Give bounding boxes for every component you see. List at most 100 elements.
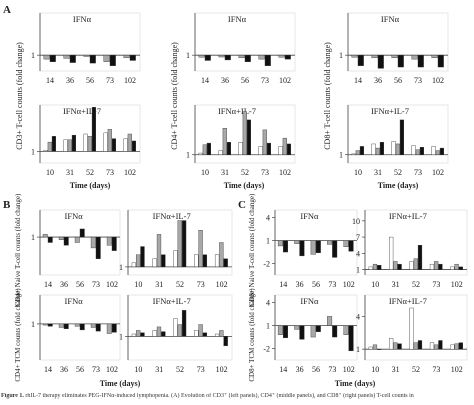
- x-tick-label: 14: [44, 365, 52, 374]
- x-tick-label: 102: [216, 280, 228, 289]
- bar-a-cd8-il7-31-s0: [371, 143, 376, 155]
- bar-c-tcm-ifn-73-s1: [332, 325, 338, 338]
- b-xlabel: Time (days): [100, 379, 141, 388]
- bar-c-tcm-ifn-56-s1: [315, 325, 321, 332]
- a-cd3-ylabel: CD3+ T-cell counts (fold change): [15, 42, 24, 150]
- bar-b-tcm-ifn-56-s0: [74, 323, 80, 327]
- bar-a-cd3-ifn-14-s1: [49, 54, 56, 62]
- x-tick-label: 10: [371, 365, 379, 374]
- bar-c-tcm-il7-31-s2: [397, 343, 402, 350]
- y-tick-label: 10: [352, 217, 360, 226]
- bar-a-cd8-il7-52-s1: [395, 143, 400, 155]
- bar-a-cd3-ifn-14-s0: [43, 54, 50, 60]
- x-tick-label: 56: [86, 76, 94, 85]
- bar-c-tcm-ifn-14-s0: [277, 325, 283, 335]
- bar-a-cd4-il7-102-s2: [286, 143, 291, 155]
- bar-c-naive-il7-10-s0: [368, 266, 373, 270]
- bar-a-cd3-il7-52-s0: [83, 133, 88, 152]
- bar-b-tcm-ifn-73-s0: [90, 323, 96, 328]
- bar-c-tcm-il7-31-s1: [393, 342, 398, 350]
- x-tick-label: 73: [261, 76, 269, 85]
- bar-b-naive-ifn-36-s0: [58, 236, 64, 240]
- bar-b-naive-ifn-36-s1: [63, 236, 69, 246]
- bar-b-tcm-ifn-14-s1: [47, 323, 53, 327]
- bar-b-naive-il7-31-s1: [156, 234, 162, 268]
- y-tick-label: -2: [263, 260, 270, 269]
- y-tick-label: 4: [266, 214, 270, 223]
- bar-a-cd3-il7-102-s0: [123, 138, 128, 152]
- bar-a-cd4-ifn-36-s1: [224, 54, 231, 61]
- bar-c-naive-ifn-56-s1: [315, 240, 321, 254]
- bar-c-naive-il7-73-s2: [438, 263, 443, 270]
- bar-b-tcm-ifn-36-s0: [58, 323, 64, 328]
- bar-b-naive-il7-102-s0: [214, 254, 220, 268]
- x-tick-label: 14: [201, 76, 209, 85]
- bar-a-cd8-il7-10-s1: [355, 150, 360, 155]
- a-cd4-ylabel: CD4+ T-cell counts (fold change): [170, 42, 179, 150]
- bar-b-tcm-il7-31-s0: [152, 330, 157, 337]
- bar-c-tcm-ifn-36-s0: [294, 325, 300, 330]
- chart-b-naive-ifn: 1 IFNα 14 36 56 73 102: [31, 209, 121, 289]
- bar-a-cd4-ifn-102-s1: [284, 54, 291, 60]
- bar-b-naive-il7-73-s1: [198, 230, 203, 268]
- a-cd8-xlabel: Time (days): [378, 181, 419, 190]
- x-tick-label: 36: [60, 365, 68, 374]
- bar-c-naive-ifn-36-s1: [299, 240, 305, 257]
- panel-title: IFNα+IL-7: [153, 211, 191, 221]
- bar-a-cd3-il7-31-s1: [67, 139, 72, 152]
- bar-c-tcm-il7-10-s1: [372, 344, 378, 350]
- bar-a-cd4-ifn-14-s1: [204, 54, 211, 61]
- a-cd3-xlabel: Time (days): [70, 181, 111, 190]
- c-xlabel: Time (days): [335, 379, 376, 388]
- y-tick-label: 1: [339, 51, 343, 60]
- bar-a-cd3-il7-52-s1: [87, 136, 92, 152]
- bar-b-naive-il7-31-s2: [161, 254, 166, 268]
- bar-b-tcm-ifn-56-s1: [79, 323, 85, 331]
- panel-title: IFNα: [65, 296, 84, 306]
- bar-a-cd3-il7-102-s1: [127, 133, 132, 152]
- bar-c-naive-ifn-56-s0: [310, 240, 316, 255]
- bar-b-naive-il7-10-s2: [140, 246, 145, 268]
- bar-b-tcm-il7-52-s1: [177, 324, 182, 337]
- bar-b-naive-il7-52-s0: [173, 250, 178, 268]
- x-tick-label: 102: [216, 365, 228, 374]
- bar-c-tcm-il7-52-s1: [413, 342, 418, 350]
- x-tick-label: 102: [124, 76, 136, 85]
- bar-b-naive-il7-73-s0: [194, 254, 199, 268]
- b-naive-ylabel: CD4+ Naive T-cell counts (fold change): [14, 193, 22, 306]
- bar-c-naive-ifn-102-s1: [348, 240, 354, 252]
- c-naive-ylabel-text: CD8+ Naive T-cell counts (fold change): [248, 193, 256, 306]
- bar-b-tcm-ifn-102-s1: [111, 323, 117, 333]
- x-tick-label: 52: [412, 365, 420, 374]
- bar-b-naive-il7-52-s1: [177, 220, 182, 268]
- bar-a-cd8-il7-73-s1: [415, 149, 420, 155]
- a-cd4-xlabel: Time (days): [224, 181, 265, 190]
- bar-b-naive-il7-10-s1: [136, 254, 141, 268]
- bar-a-cd3-ifn-36-s0: [63, 54, 70, 59]
- x-tick-label: 102: [279, 76, 291, 85]
- bar-a-cd4-il7-52-s0: [238, 142, 243, 155]
- y-tick-label: 1: [356, 345, 360, 354]
- bar-c-naive-il7-102-s0: [450, 266, 455, 270]
- bar-a-cd8-ifn-56-s1: [397, 54, 404, 68]
- x-tick-label: 73: [261, 168, 269, 177]
- bar-b-naive-ifn-73-s0: [90, 236, 96, 249]
- x-tick-label: 14: [279, 365, 287, 374]
- bar-c-tcm-ifn-14-s1: [283, 325, 288, 339]
- chart-c-naive-il7: 10 7 4 1 IFNα+IL-7 10 31 52 73 102: [352, 209, 468, 289]
- bar-c-naive-il7-10-s1: [372, 263, 378, 270]
- panel-title: IFNα: [300, 211, 319, 221]
- bar-c-tcm-ifn-73-s0: [327, 316, 333, 326]
- bar-a-cd4-ifn-73-s0: [258, 54, 265, 60]
- chart-b-tcm-il7: 1 IFNα+IL-7 10 31 52 73 102: [119, 294, 233, 374]
- bar-c-tcm-ifn-56-s0: [310, 325, 316, 338]
- bar-b-tcm-ifn-14-s0: [42, 323, 48, 326]
- x-tick-label: 56: [394, 76, 402, 85]
- section-a-label: A: [3, 4, 11, 16]
- b-tcm-ylabel: CD4+ TCM counts (fold change): [14, 288, 22, 382]
- bar-a-cd3-il7-10-s2: [51, 136, 56, 152]
- y-tick-label: 7: [356, 233, 360, 242]
- panel-title: IFNα+IL-7: [63, 106, 101, 116]
